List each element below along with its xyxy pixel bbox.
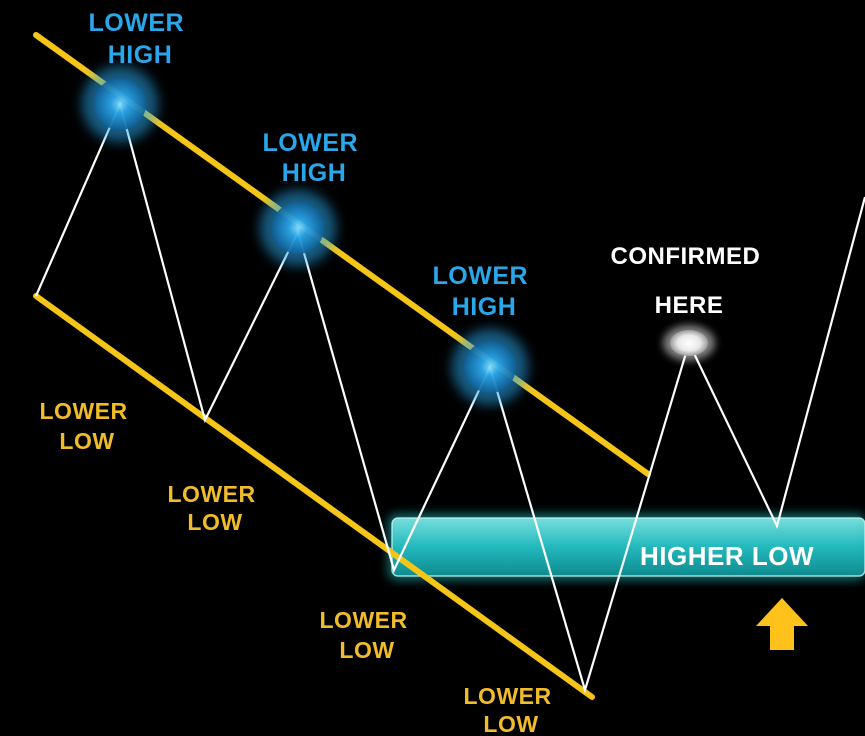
lower-high-marker-2 [260,190,336,266]
lower-high-marker-1 [82,66,158,142]
lower-high-label-2: LOWER HIGH [263,129,366,187]
lower-low-label-1: LOWER LOW [40,398,135,454]
lower-high-label-1: LOWER HIGH [89,9,192,69]
confirmed-label: CONFIRMED HERE [611,243,768,319]
lower-low-label-2: LOWER LOW [168,481,263,535]
lower-high-marker-3 [452,329,528,405]
confirm-point-icon [663,325,715,361]
lower-trendline [33,293,595,700]
lower-high-label-3: LOWER HIGH [433,262,536,321]
lower-low-label-3: LOWER LOW [320,607,415,663]
higher-low-label: HIGHER LOW [640,541,814,571]
price-path [34,100,865,694]
up-arrow-icon [756,598,808,650]
lower-low-label-4: LOWER LOW [464,683,559,736]
